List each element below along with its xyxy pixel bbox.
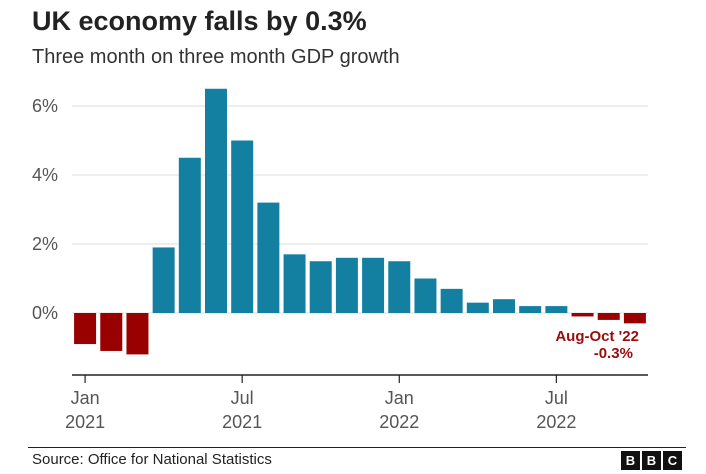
bar xyxy=(414,278,437,313)
logo-letter: C xyxy=(663,451,682,470)
bar xyxy=(257,202,280,313)
axis-layer xyxy=(72,374,648,383)
label-layer: 0% 2% 4% 6% Jan 2021 Jul 2021 Jan 2022 Jul 2022 Aug-… xyxy=(32,96,639,432)
bar xyxy=(519,306,542,313)
x-tick-label: Jul xyxy=(545,388,568,408)
bar xyxy=(440,288,463,313)
bar xyxy=(545,306,568,313)
bar xyxy=(100,313,123,351)
bar xyxy=(388,261,411,313)
logo-letter: B xyxy=(621,451,640,470)
footer-divider xyxy=(28,447,686,448)
bar xyxy=(126,313,149,355)
bar xyxy=(178,157,201,313)
bar xyxy=(231,140,254,313)
x-tick-label: 2022 xyxy=(536,412,576,432)
y-tick-label: 6% xyxy=(32,96,58,116)
logo-letter: B xyxy=(642,451,661,470)
x-tick-label: 2022 xyxy=(379,412,419,432)
x-tick-label: 2021 xyxy=(65,412,105,432)
bar xyxy=(466,302,489,313)
y-tick-label: 4% xyxy=(32,165,58,185)
bar xyxy=(623,313,646,324)
x-tick-label: Jan xyxy=(385,388,414,408)
bar xyxy=(205,88,227,313)
bar xyxy=(335,257,358,313)
chart-title: UK economy falls by 0.3% xyxy=(32,6,367,36)
x-tick-label: Jan xyxy=(71,388,100,408)
annotation-label: Aug-Oct '22 xyxy=(555,328,639,345)
chart-subtitle: Three month on three month GDP growth xyxy=(32,46,400,68)
bar-layer xyxy=(74,88,646,355)
x-tick-label: 2021 xyxy=(222,412,262,432)
bar xyxy=(152,247,175,313)
bar xyxy=(283,254,306,313)
bar xyxy=(597,313,620,320)
bar xyxy=(74,313,97,345)
bar xyxy=(309,261,332,313)
bbc-logo: B B C xyxy=(621,451,682,470)
y-tick-label: 0% xyxy=(32,303,58,323)
bar xyxy=(362,257,385,313)
annotation-value: -0.3% xyxy=(594,345,633,362)
y-tick-label: 2% xyxy=(32,234,58,254)
bar xyxy=(493,299,515,313)
bar xyxy=(571,313,594,317)
source-note: Source: Office for National Statistics xyxy=(32,451,272,468)
x-tick-label: Jul xyxy=(231,388,254,408)
